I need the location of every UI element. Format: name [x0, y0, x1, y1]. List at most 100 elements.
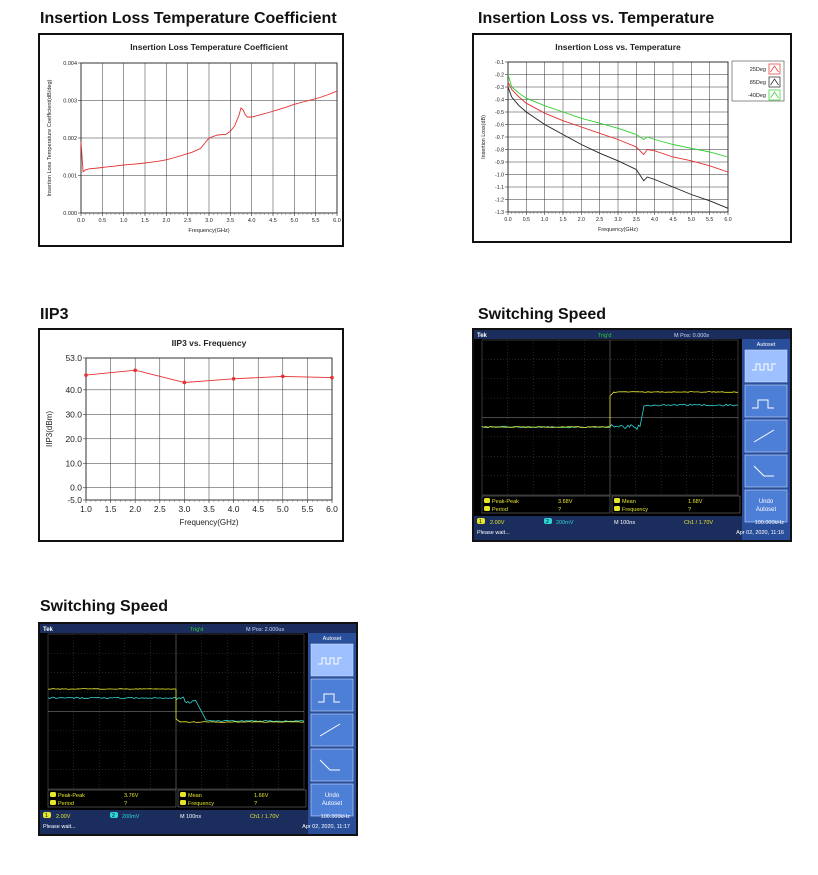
y-tick-label: 0.0 [70, 483, 82, 493]
legend-label: 25Deg [750, 67, 766, 73]
x-tick-label: 1.5 [559, 217, 566, 223]
timebase: M 100ns [614, 520, 635, 526]
m2-label: Period [492, 507, 508, 513]
x-tick-label: 4.5 [269, 218, 277, 224]
data-point [281, 375, 285, 379]
ch1-marker-icon [614, 498, 620, 503]
x-tick-label: 5.0 [277, 504, 289, 514]
scope-brand: Tek [43, 627, 54, 633]
multi-pulse-icon [752, 364, 776, 370]
m2-value: ? [124, 801, 127, 807]
autoset-option-button[interactable] [311, 749, 353, 781]
y-tick-label: -0.9 [495, 160, 504, 166]
scope-screen-1: Tek Trig'd M Pos: 0.000s Autoset Undo Autoset… [472, 328, 792, 542]
oscilloscope-display-2: Tek Trig'd M Pos: 2.000us Autoset Undo Autose… [40, 624, 356, 834]
data-point [133, 368, 137, 372]
autoset-option-button[interactable] [311, 679, 353, 711]
y-tick-label: 30.0 [65, 409, 82, 419]
section-title-iip3: IIP3 [40, 306, 68, 324]
date-time: Apr 02, 2020, 11:16 [736, 530, 784, 536]
iip3-chart: IIP3 vs. Frequency1.0 1.5 2.0 2.5 3.0 3.5 4.0 4… [40, 330, 342, 540]
y-tick-label: -0.5 [495, 110, 504, 116]
ch1-marker-icon [484, 498, 490, 503]
x-tick-label: 0.5 [99, 218, 107, 224]
x-tick-label: 4.0 [651, 217, 658, 223]
x-tick-label: 3.0 [205, 218, 213, 224]
m4-label: Frequency [622, 507, 648, 513]
il-vs-temp-chart-frame: Insertion Loss vs. Temperature 0.0 0.5 1.0 1… [472, 33, 792, 243]
y-tick-label: 0.003 [63, 98, 77, 104]
ch2-badge-number: 2 [112, 813, 115, 819]
x-tick-label: 6.0 [724, 217, 731, 223]
autoset-option-button[interactable] [745, 455, 787, 487]
x-tick-label: 1.0 [80, 504, 92, 514]
ch1-badge-number: 1 [45, 813, 48, 819]
autoset-option-button[interactable] [311, 714, 353, 746]
x-tick-label: 3.0 [178, 504, 190, 514]
multi-pulse-icon [318, 658, 342, 664]
undo-autoset-label-line2: Autoset [322, 801, 343, 807]
autoset-option-button[interactable] [311, 644, 353, 676]
ch1-marker-icon [614, 506, 620, 511]
y-tick-label: 40.0 [65, 385, 82, 395]
x-tick-label: 1.5 [141, 218, 149, 224]
x-tick-label: 4.5 [252, 504, 264, 514]
trigger-status: Trig'd [190, 627, 203, 633]
y-tick-label: -0.7 [495, 135, 504, 141]
date-time: Apr 02, 2020, 11:17 [302, 824, 350, 830]
chart-title: Insertion Loss Temperature Coefficient [130, 42, 288, 52]
y-tick-label: -5.0 [67, 495, 82, 505]
undo-autoset-button[interactable] [745, 490, 787, 522]
x-tick-label: 0.0 [77, 218, 85, 224]
m3-label: Mean [188, 793, 202, 799]
y-tick-label: -1.2 [495, 197, 504, 203]
autoset-option-button[interactable] [745, 350, 787, 382]
y-tick-label: -0.8 [495, 147, 504, 153]
autoset-option-button[interactable] [745, 385, 787, 417]
y-tick-label: -0.2 [495, 72, 504, 78]
m3-value: 1.66V [254, 793, 269, 799]
section-title-il-vs-temp: Insertion Loss vs. Temperature [478, 10, 714, 28]
autoset-menu-label: Autoset [323, 636, 342, 642]
ch1-marker-icon [50, 800, 56, 805]
scope-brand: Tek [477, 333, 488, 339]
m1-label: Peak-Peak [58, 793, 85, 799]
y-tick-label: -1.0 [495, 172, 504, 178]
trigger-setting: Ch1 / 1.70V [250, 814, 279, 820]
m-pos-readout: M Pos: 0.000s [674, 333, 709, 339]
m4-label: Frequency [188, 801, 214, 807]
x-tick-label: 5.0 [291, 218, 299, 224]
x-tick-label: 1.0 [541, 217, 548, 223]
x-tick-label: 4.0 [248, 218, 256, 224]
x-tick-label: 5.5 [706, 217, 713, 223]
m-pos-readout: M Pos: 2.000us [246, 627, 284, 633]
autoset-option-button[interactable] [745, 420, 787, 452]
y-axis-label: Insertion Loss(dB) [481, 115, 487, 159]
undo-autoset-label-line1: Undo [325, 793, 340, 799]
legend-label: -40Deg [748, 93, 766, 99]
x-tick-label: 6.0 [333, 218, 341, 224]
ch1-scale: 2.00V [56, 814, 71, 820]
legend-label: 85Deg [750, 80, 766, 86]
section-title-switching-speed-1: Switching Speed [478, 306, 606, 324]
x-tick-label: 4.5 [669, 217, 676, 223]
ch2-scale: 200mV [122, 814, 140, 820]
x-axis-label: Frequency(GHz) [188, 228, 229, 234]
ch1-marker-icon [50, 792, 56, 797]
y-tick-label: -0.1 [495, 60, 504, 66]
y-tick-label: 0.002 [63, 136, 77, 142]
y-tick-label: 0.004 [63, 61, 77, 67]
trigger-status: Trig'd [598, 333, 611, 339]
undo-autoset-button[interactable] [311, 784, 353, 816]
data-point [330, 376, 334, 380]
y-axis-label: Insertion Loss Temperature Coefficient(d… [47, 79, 53, 196]
ch1-badge-number: 1 [479, 519, 482, 525]
m2-value: ? [558, 507, 561, 513]
chart-title: Insertion Loss vs. Temperature [555, 42, 681, 52]
x-tick-label: 3.5 [633, 217, 640, 223]
section-title-il-temp-coef: Insertion Loss Temperature Coefficient [40, 10, 337, 28]
y-tick-label: -0.4 [495, 97, 504, 103]
y-tick-label: -0.3 [495, 85, 504, 91]
x-tick-label: 2.0 [578, 217, 585, 223]
x-axis-label: Frequency(GHz) [598, 227, 638, 233]
